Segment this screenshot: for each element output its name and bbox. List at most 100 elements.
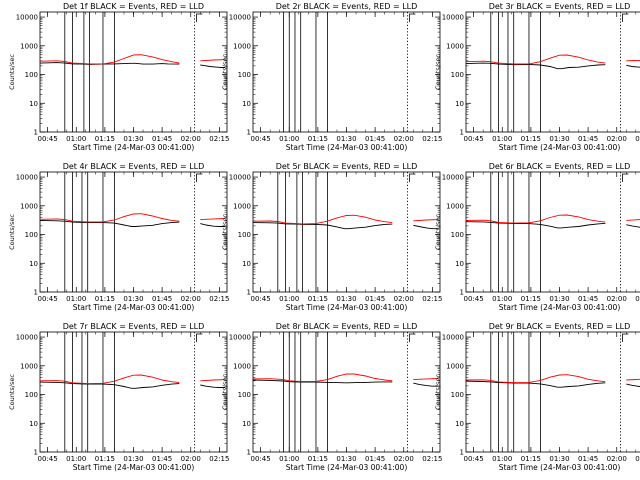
x-tick-label: 01:45 (365, 455, 385, 463)
x-tick-label: 01:15 (521, 455, 541, 463)
lld-series-line (39, 54, 180, 65)
events-series-line (465, 221, 606, 229)
x-tick-label: 02:00 (607, 295, 627, 303)
y-tick-label: 10 (242, 100, 251, 108)
y-tick-label: 10000 (442, 174, 464, 182)
y-tick-label: 1000 (446, 202, 464, 210)
x-tick-label: 00:45 (464, 295, 484, 303)
x-axis-label: Start Time (24-Mar-03 00:41:00) (499, 143, 621, 152)
y-tick-label: 10 (242, 420, 251, 428)
lld-series-line (252, 373, 393, 382)
y-tick-label: 1000 (20, 42, 38, 50)
y-tick-label: 100 (238, 231, 251, 239)
x-tick-label: 01:00 (279, 295, 299, 303)
events-series-line (413, 382, 439, 387)
plot-frame (465, 171, 640, 293)
x-tick-label: 01:45 (578, 295, 598, 303)
events-series-line (39, 62, 180, 65)
plot-frame (465, 331, 640, 453)
plot-frame (465, 11, 640, 133)
y-axis-label: Counts/sec (221, 54, 229, 90)
x-tick-label: 02:15 (209, 295, 229, 303)
events-series-line (39, 219, 180, 227)
x-tick-label: 02:00 (607, 135, 627, 143)
events-series-line (200, 64, 226, 68)
panel-title: Det 6r BLACK = Events, RED = LLD (489, 162, 631, 171)
x-axis-label: Start Time (24-Mar-03 00:41:00) (499, 303, 621, 312)
x-tick-label: 00:45 (38, 295, 58, 303)
y-tick-label: 10 (29, 420, 38, 428)
y-tick-label: 1000 (446, 362, 464, 370)
x-axis-label: Start Time (24-Mar-03 00:41:00) (73, 463, 195, 472)
y-axis-label: Counts/sec (434, 374, 442, 410)
x-tick-label: 01:15 (521, 295, 541, 303)
flag-marker (409, 173, 416, 182)
events-series-line (626, 224, 640, 228)
x-tick-label: 01:45 (365, 135, 385, 143)
chart-panel-9: Det 9r BLACK = Events, RED = LLD 1 10 100 10… (434, 322, 640, 472)
chart-panel-8: Det 8r BLACK = Events, RED = LLD 1 10 100 10… (221, 322, 442, 472)
events-series-line (200, 384, 226, 388)
lld-series-line (465, 54, 606, 65)
flag-marker (196, 333, 203, 342)
panel-title: Det 8r BLACK = Events, RED = LLD (276, 322, 418, 331)
x-tick-label: 01:30 (336, 455, 356, 463)
y-tick-label: 1 (247, 449, 251, 457)
events-series-line (413, 224, 439, 230)
panel-title: Det 4r BLACK = Events, RED = LLD (63, 162, 205, 171)
flag-marker (622, 173, 629, 182)
chart-panel-3: Det 3r BLACK = Events, RED = LLD 1 10 100 10… (434, 2, 640, 152)
plot-frame (39, 11, 228, 133)
lld-series-line (626, 59, 640, 62)
x-tick-label: 00:45 (251, 455, 271, 463)
plot-frame (252, 11, 441, 133)
x-tick-label: 02:00 (394, 135, 414, 143)
y-tick-label: 100 (238, 71, 251, 79)
lld-series-line (200, 379, 226, 382)
plot-frame (39, 331, 228, 453)
plot-frame (252, 171, 441, 293)
events-series-line (39, 381, 180, 389)
x-tick-label: 01:00 (492, 295, 512, 303)
y-tick-label: 10 (455, 260, 464, 268)
y-tick-label: 10 (29, 260, 38, 268)
panel-title: Det 9r BLACK = Events, RED = LLD (489, 322, 631, 331)
y-tick-label: 10 (455, 100, 464, 108)
x-tick-label: 01:30 (123, 135, 143, 143)
events-series-line (252, 222, 393, 230)
chart-panel-5: Det 5r BLACK = Events, RED = LLD 1 10 100 10… (221, 162, 442, 312)
panel-title: Det 7r BLACK = Events, RED = LLD (63, 322, 205, 331)
x-tick-label: 01:15 (308, 455, 328, 463)
x-tick-label: 00:45 (464, 455, 484, 463)
x-tick-label: 02:15 (635, 295, 640, 303)
x-tick-label: 01:15 (308, 135, 328, 143)
x-tick-label: 01:00 (66, 295, 86, 303)
y-tick-label: 1 (460, 129, 464, 137)
x-tick-label: 01:30 (123, 295, 143, 303)
lld-series-line (200, 59, 226, 62)
x-tick-label: 02:15 (635, 135, 640, 143)
lld-series-line (252, 214, 393, 225)
x-tick-label: 01:15 (95, 295, 115, 303)
x-tick-label: 02:00 (394, 295, 414, 303)
y-tick-label: 1000 (233, 362, 251, 370)
flag-marker (196, 173, 203, 182)
x-tick-label: 02:15 (209, 135, 229, 143)
x-tick-label: 01:00 (492, 455, 512, 463)
x-tick-label: 00:45 (251, 135, 271, 143)
y-tick-label: 1000 (20, 202, 38, 210)
x-tick-label: 01:00 (279, 135, 299, 143)
chart-panel-4: Det 4r BLACK = Events, RED = LLD 1 10 100 10… (8, 162, 229, 312)
x-tick-label: 02:00 (181, 295, 201, 303)
x-axis-label: Start Time (24-Mar-03 00:41:00) (286, 463, 408, 472)
y-tick-label: 10 (455, 420, 464, 428)
x-tick-label: 01:30 (336, 295, 356, 303)
x-axis-label: Start Time (24-Mar-03 00:41:00) (286, 143, 408, 152)
lld-series-line (465, 214, 606, 224)
chart-panel-6: Det 6r BLACK = Events, RED = LLD 1 10 100 10… (434, 162, 640, 312)
x-tick-label: 02:00 (181, 455, 201, 463)
y-tick-label: 1000 (233, 42, 251, 50)
y-tick-label: 10000 (442, 14, 464, 22)
x-tick-label: 01:30 (549, 455, 569, 463)
flag-marker (409, 333, 416, 342)
